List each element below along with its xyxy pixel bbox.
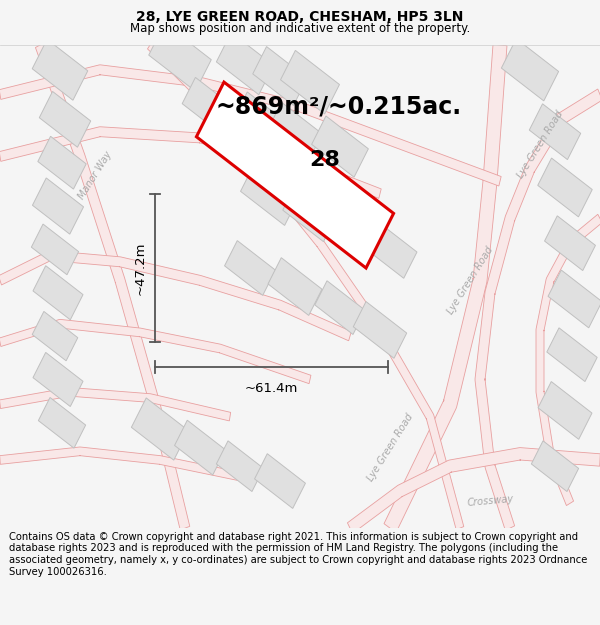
Polygon shape [35, 42, 190, 530]
Text: Lye Green Road: Lye Green Road [365, 412, 415, 483]
Polygon shape [538, 381, 592, 439]
Polygon shape [175, 420, 226, 475]
Polygon shape [347, 448, 600, 533]
Polygon shape [268, 102, 322, 161]
Polygon shape [0, 447, 251, 483]
Polygon shape [254, 454, 305, 508]
Polygon shape [384, 44, 507, 532]
Polygon shape [547, 328, 597, 381]
Polygon shape [363, 221, 417, 278]
Polygon shape [241, 162, 299, 226]
Polygon shape [38, 398, 86, 448]
Polygon shape [281, 51, 340, 114]
Polygon shape [548, 270, 600, 328]
Text: Contains OS data © Crown copyright and database right 2021. This information is : Contains OS data © Crown copyright and d… [9, 532, 587, 577]
Polygon shape [475, 89, 600, 531]
Polygon shape [33, 352, 83, 406]
Polygon shape [32, 39, 88, 100]
Text: 28, LYE GREEN ROAD, CHESHAM, HP5 3LN: 28, LYE GREEN ROAD, CHESHAM, HP5 3LN [136, 10, 464, 24]
Polygon shape [315, 281, 365, 334]
Polygon shape [196, 82, 394, 268]
Text: 28: 28 [310, 150, 340, 170]
Polygon shape [0, 65, 501, 186]
Polygon shape [182, 78, 238, 136]
Polygon shape [0, 319, 311, 384]
Polygon shape [149, 24, 211, 91]
Polygon shape [353, 301, 407, 358]
Polygon shape [0, 127, 381, 198]
Polygon shape [268, 258, 322, 316]
Polygon shape [0, 251, 352, 341]
Text: ~61.4m: ~61.4m [245, 382, 298, 395]
Text: Lye Green Road: Lye Green Road [445, 245, 495, 316]
Polygon shape [326, 200, 383, 261]
Polygon shape [32, 178, 83, 234]
Polygon shape [235, 92, 286, 147]
Polygon shape [31, 224, 79, 275]
Text: ~869m²/~0.215ac.: ~869m²/~0.215ac. [215, 95, 461, 119]
Text: Crossway: Crossway [466, 494, 514, 508]
Polygon shape [38, 136, 86, 189]
Text: Manor Way: Manor Way [76, 149, 113, 201]
Polygon shape [148, 41, 464, 530]
Polygon shape [529, 104, 581, 159]
Text: Lye Green Road: Lye Green Road [515, 109, 565, 179]
Polygon shape [545, 216, 595, 271]
Polygon shape [502, 39, 559, 101]
Polygon shape [131, 398, 188, 460]
Polygon shape [532, 441, 578, 491]
Polygon shape [217, 32, 274, 95]
Polygon shape [536, 214, 600, 506]
Polygon shape [283, 183, 337, 242]
Polygon shape [33, 266, 83, 320]
Text: ~47.2m: ~47.2m [134, 241, 147, 295]
Polygon shape [39, 91, 91, 148]
Polygon shape [32, 311, 78, 361]
Text: Map shows position and indicative extent of the property.: Map shows position and indicative extent… [130, 22, 470, 35]
Polygon shape [253, 46, 307, 106]
Polygon shape [217, 441, 263, 491]
Polygon shape [0, 388, 230, 421]
Polygon shape [311, 116, 368, 177]
Polygon shape [224, 241, 275, 296]
Polygon shape [538, 158, 592, 217]
